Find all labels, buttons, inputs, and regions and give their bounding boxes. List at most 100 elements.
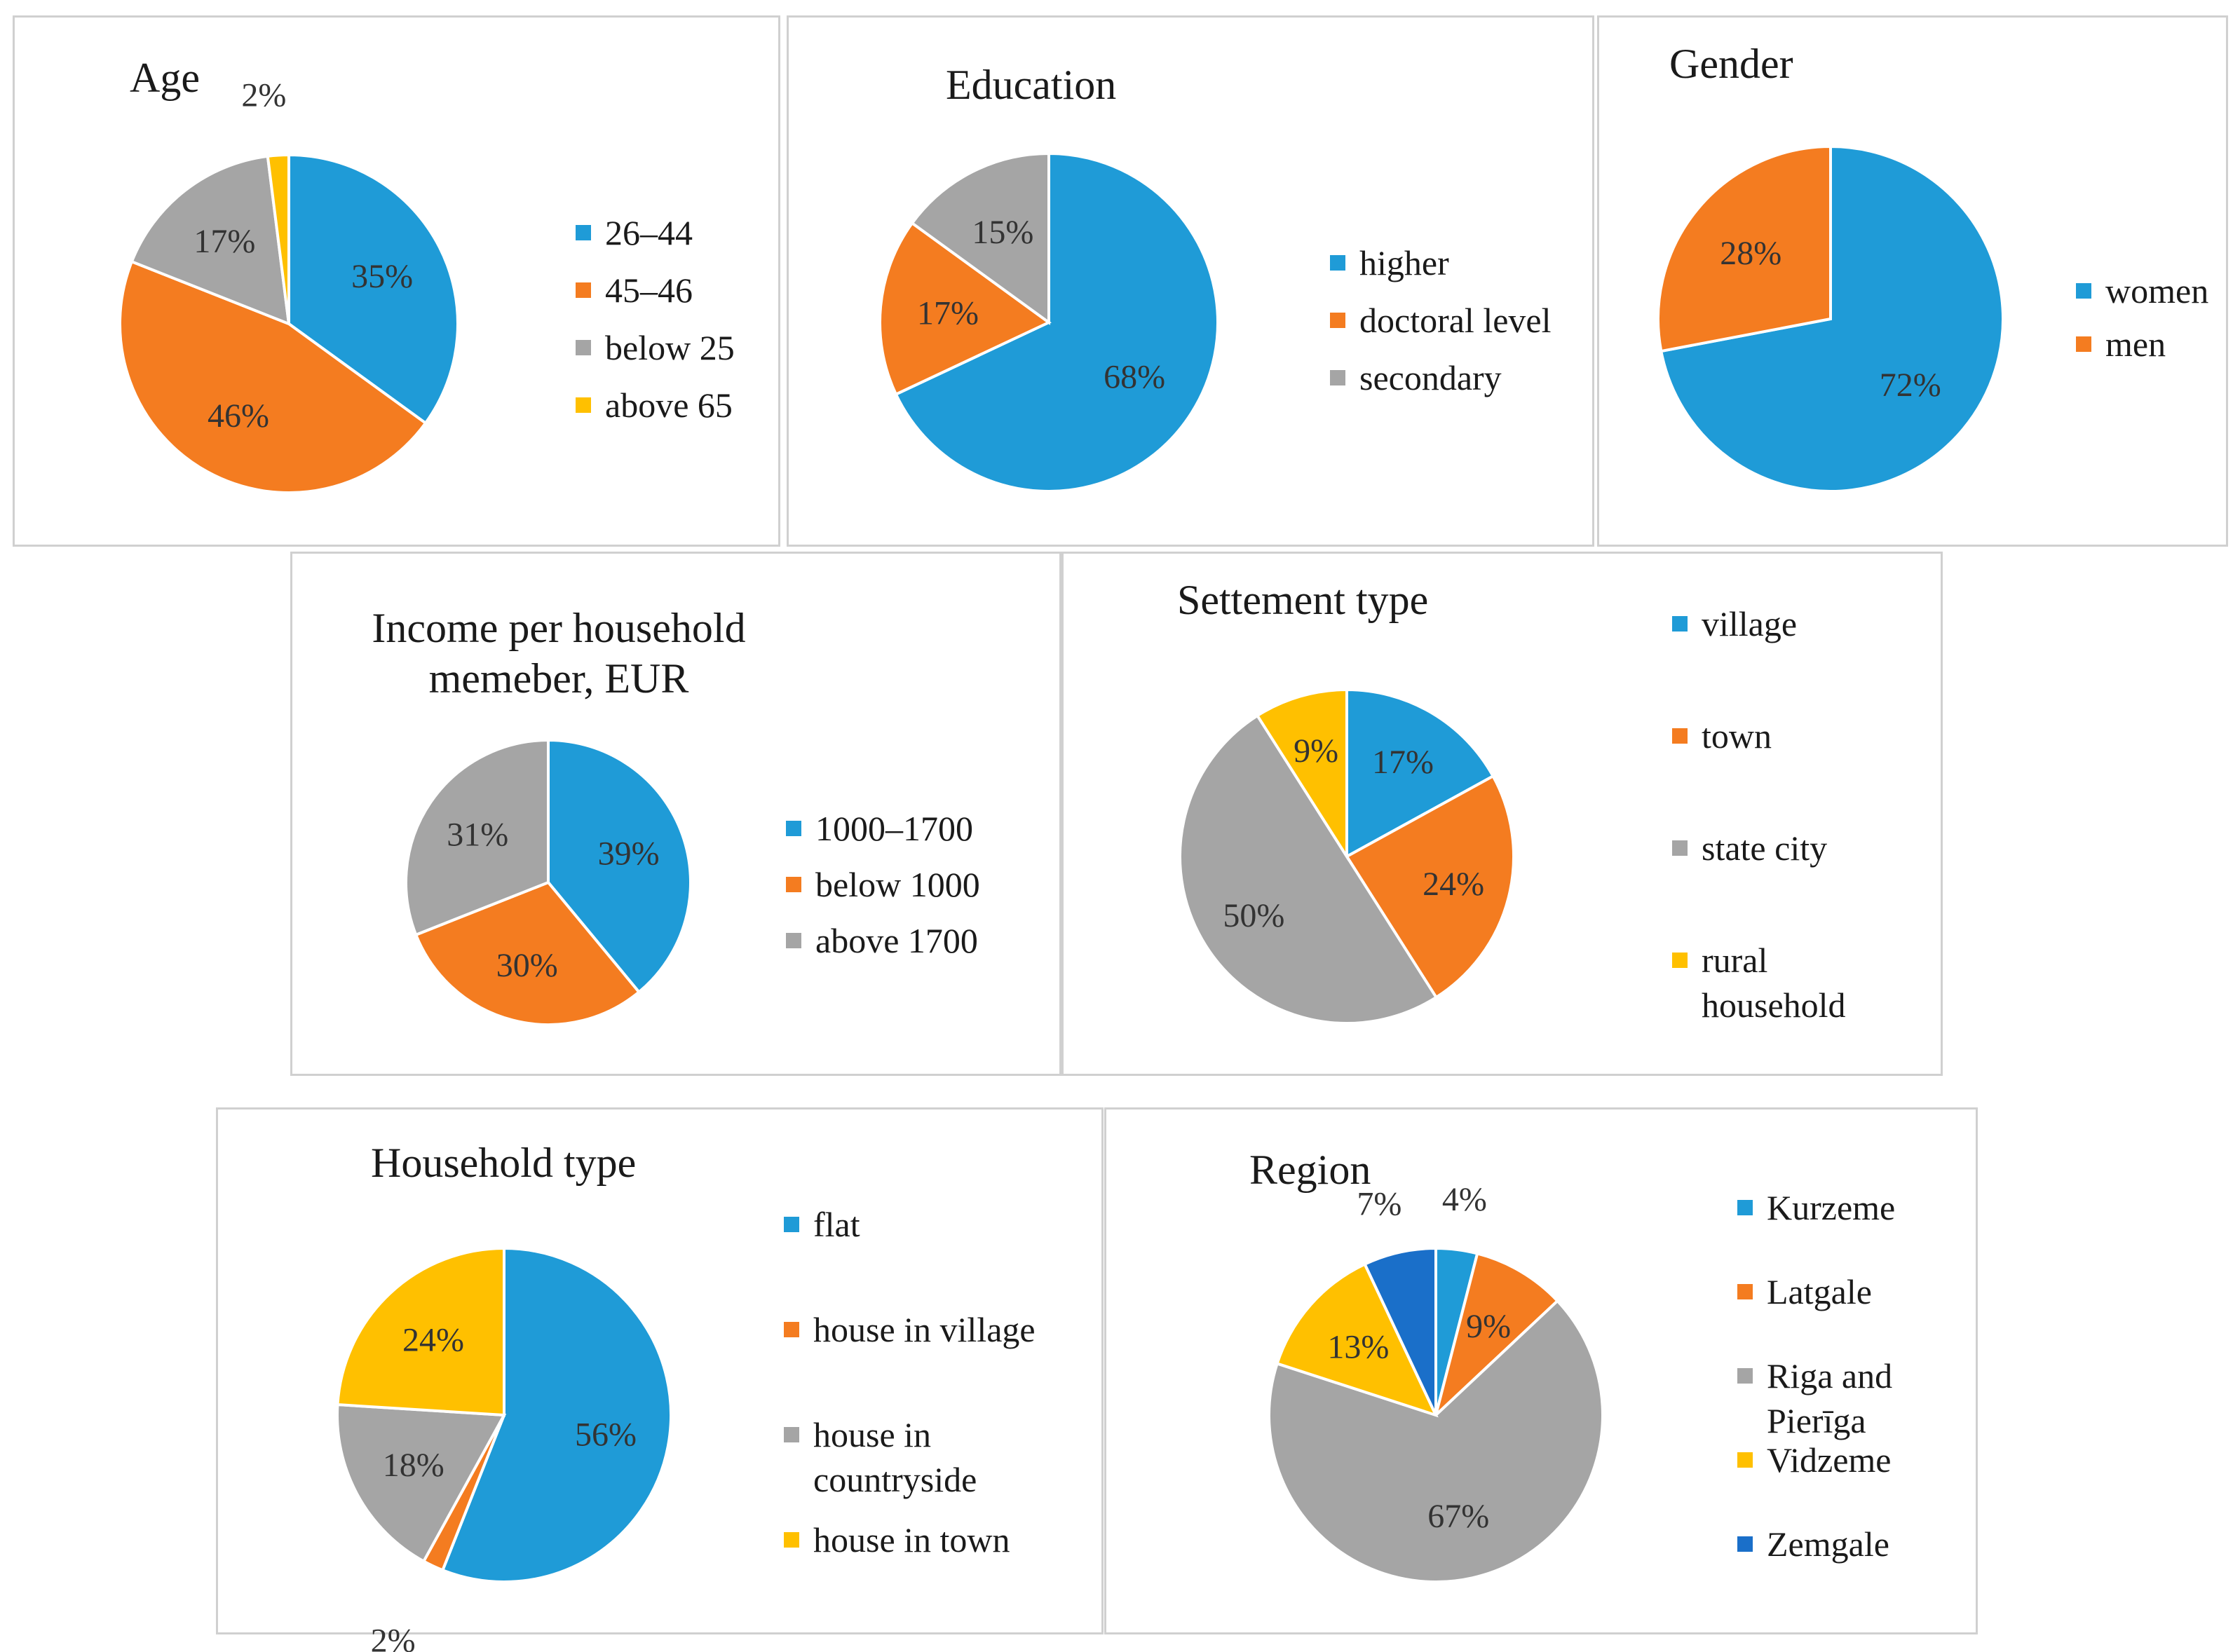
panel-region: Region 4% 9% 67% 13% 7% Kurzeme Latgale Riga a…	[1104, 1107, 1978, 1634]
chart-title-income: Income per household memeber, EUR	[372, 605, 746, 702]
legend-swatch	[1737, 1200, 1753, 1215]
data-label-income-0: 39%	[598, 835, 660, 873]
legend-swatch	[786, 933, 801, 948]
legend-label: flat	[813, 1205, 860, 1244]
data-label-household-2: 18%	[383, 1447, 444, 1484]
legend-swatch	[1672, 616, 1688, 632]
pie-slice-age-2	[130, 154, 291, 327]
pie-chart-education: 68% 17% 15%	[878, 151, 1219, 493]
legend-label: doctoral level	[1359, 301, 1552, 340]
pie-slice-education-0	[894, 151, 1219, 493]
pie-slice-income-1	[414, 880, 642, 1026]
pie-slice-gender-1	[1657, 144, 1832, 353]
panel-gender: Gender 72% 28% women men	[1597, 15, 2228, 547]
panel-income: Income per household memeber, EUR 39% 30%…	[290, 552, 1061, 1076]
legend-swatch	[576, 282, 591, 298]
pie-slice-settlement-2	[1179, 714, 1439, 1025]
chart-title-household: Household type	[371, 1140, 637, 1186]
data-label-gender-1: 28%	[1720, 235, 1781, 272]
legend-swatch	[1737, 1368, 1753, 1384]
legend-label: rural household	[1702, 941, 1846, 1025]
legend-swatch	[576, 397, 591, 413]
pie-chart-age: 35% 46% 17% 2%	[118, 77, 459, 494]
data-label-settlement-2: 50%	[1223, 897, 1284, 934]
legend-label: house in village	[813, 1310, 1036, 1349]
pie-slice-household-0	[440, 1246, 672, 1583]
panel-settlement: Settement type 17% 24% 50% 9% village town st…	[1061, 552, 1943, 1076]
legend-swatch	[786, 877, 801, 892]
chart-title-region: Region	[1249, 1147, 1371, 1193]
data-label-age-1: 46%	[208, 397, 269, 435]
legend-label: Vidzeme	[1767, 1440, 1892, 1480]
pie-slice-income-2	[405, 738, 550, 937]
legend-swatch	[1330, 313, 1345, 328]
data-label-region-0: 4%	[1442, 1181, 1487, 1218]
legend-label: Kurzeme	[1767, 1188, 1896, 1227]
data-label-region-4: 7%	[1357, 1186, 1401, 1223]
pie-slice-region-4	[1363, 1246, 1437, 1416]
legend-swatch	[1672, 840, 1688, 856]
chart-title-gender: Gender	[1669, 41, 1793, 87]
panel-education: Education 68% 17% 15% higher doctoral level…	[787, 15, 1594, 547]
pie-slice-settlement-3	[1255, 688, 1348, 861]
legend-label: house in countryside	[813, 1415, 977, 1499]
legend-swatch	[2076, 336, 2091, 352]
pie-slice-region-2	[1268, 1299, 1604, 1583]
legend-label: state city	[1702, 828, 1828, 868]
pie-slice-education-1	[878, 221, 1052, 397]
legend-swatch	[576, 340, 591, 355]
pie-slice-household-3	[336, 1246, 505, 1417]
legend-label: above 1700	[815, 921, 978, 960]
data-label-household-0: 56%	[575, 1417, 637, 1454]
legend-swatch	[1737, 1536, 1753, 1552]
data-label-education-0: 68%	[1104, 358, 1165, 395]
legend-swatch	[784, 1532, 799, 1548]
legend-swatch	[1672, 953, 1688, 968]
legend-swatch	[1737, 1284, 1753, 1299]
legend-label: Zemgale	[1767, 1524, 1889, 1564]
legend-label: men	[2105, 325, 2166, 364]
data-label-education-2: 15%	[972, 214, 1033, 251]
pie-slice-settlement-0	[1345, 688, 1495, 859]
legend-label: 45–46	[605, 271, 693, 310]
legend-swatch	[576, 225, 591, 240]
pie-slice-settlement-1	[1345, 774, 1515, 999]
pie-slice-age-1	[118, 259, 428, 494]
legend-swatch	[1737, 1452, 1753, 1468]
data-label-age-0: 35%	[351, 258, 413, 295]
data-label-age-3: 2%	[241, 77, 286, 114]
panel-household: Household type 56% 2% 18% 24% flat house in …	[216, 1107, 1104, 1652]
data-label-region-3: 13%	[1327, 1328, 1389, 1365]
legend-label: Latgale	[1767, 1272, 1872, 1311]
data-label-region-1: 9%	[1466, 1308, 1511, 1345]
data-label-region-2: 67%	[1427, 1498, 1489, 1535]
legend-label: below 25	[605, 328, 735, 367]
pie-slice-age-0	[287, 153, 459, 425]
data-label-household-1: 2%	[371, 1623, 416, 1652]
legend-swatch	[784, 1217, 799, 1232]
pie-slice-income-0	[547, 738, 692, 995]
data-label-age-2: 17%	[194, 223, 255, 260]
panel-age: Age 35% 46% 17% 2% 26–44 45–46 below 25 above …	[13, 15, 780, 547]
legend-label: 26–44	[605, 213, 693, 252]
data-label-settlement-3: 9%	[1294, 732, 1338, 770]
pie-slice-age-3	[266, 153, 290, 325]
data-label-settlement-0: 17%	[1372, 744, 1434, 781]
legend-swatch	[2076, 283, 2091, 299]
legend-label: Riga and Pierīga	[1767, 1356, 1893, 1440]
legend-label: women	[2105, 271, 2209, 310]
data-label-education-1: 17%	[917, 294, 979, 332]
pie-chart-region: 4% 9% 67% 13% 7%	[1268, 1181, 1604, 1583]
pie-chart-income: 39% 30% 31%	[405, 738, 692, 1026]
chart-title-settlement: Settement type	[1177, 577, 1429, 623]
pie-slice-gender-0	[1659, 144, 2004, 493]
chart-title-education: Education	[946, 62, 1117, 108]
chart-title-age: Age	[130, 55, 200, 101]
data-label-gender-0: 72%	[1880, 367, 1941, 404]
pie-chart-gender: 72% 28%	[1657, 144, 2004, 493]
data-label-income-2: 31%	[447, 817, 508, 854]
pie-slice-household-2	[336, 1402, 507, 1564]
legend-swatch	[1330, 370, 1345, 385]
legend-label: secondary	[1359, 358, 1502, 397]
legend-label: town	[1702, 716, 1772, 756]
